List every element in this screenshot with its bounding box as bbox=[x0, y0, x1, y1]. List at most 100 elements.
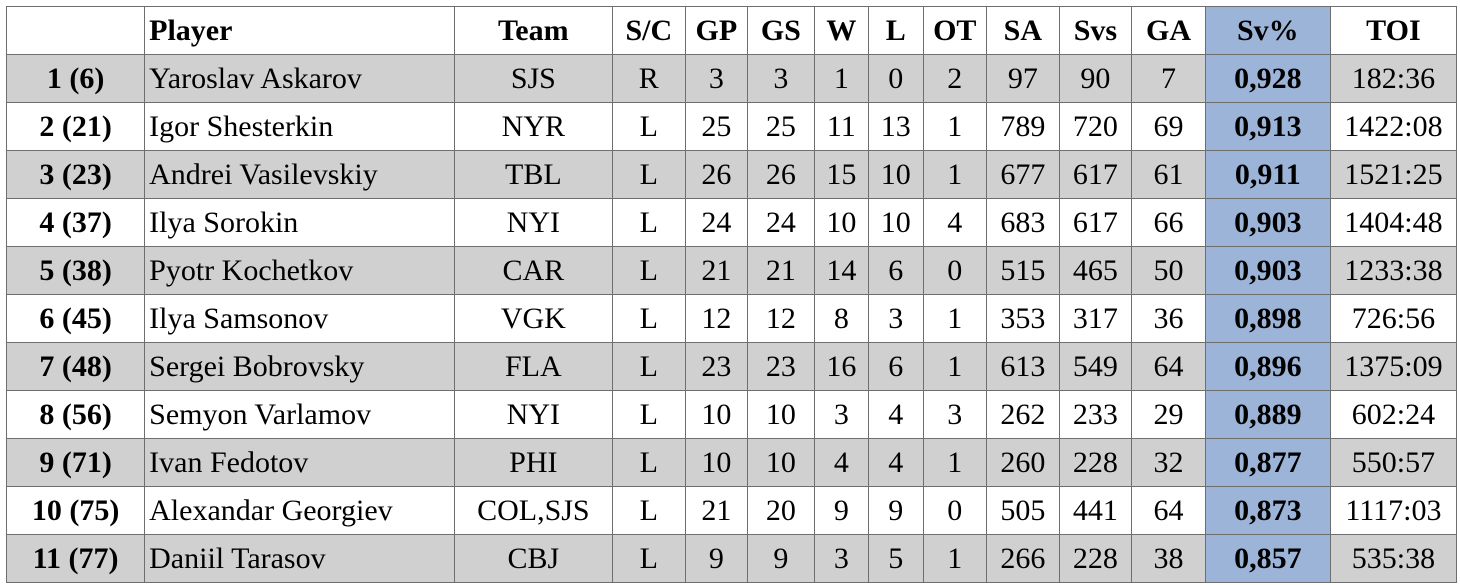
ot-cell: 1 bbox=[922, 342, 988, 391]
ot-cell: 2 bbox=[922, 54, 988, 103]
player-cell: Igor Shesterkin bbox=[144, 102, 455, 151]
gp-cell: 23 bbox=[684, 342, 749, 391]
sc-cell: L bbox=[611, 102, 686, 151]
w-cell: 8 bbox=[813, 294, 870, 343]
player-cell: Pyotr Kochetkov bbox=[144, 246, 455, 295]
svpct-cell: 0,903 bbox=[1204, 246, 1331, 295]
svpct-cell: 0,873 bbox=[1204, 486, 1331, 535]
table-row: 3 (23) Andrei Vasilevskiy TBL L 26 26 15… bbox=[5, 150, 1458, 199]
sc-cell: L bbox=[611, 438, 686, 487]
ot-cell: 1 bbox=[922, 102, 988, 151]
sa-cell: 677 bbox=[986, 150, 1060, 199]
sa-cell: 789 bbox=[986, 102, 1060, 151]
svpct-cell: 0,857 bbox=[1204, 534, 1331, 583]
sc-cell: L bbox=[611, 246, 686, 295]
gs-header: GS bbox=[747, 6, 815, 55]
gp-cell: 12 bbox=[684, 294, 749, 343]
l-cell: 0 bbox=[868, 54, 924, 103]
w-cell: 14 bbox=[813, 246, 870, 295]
gs-cell: 10 bbox=[747, 438, 815, 487]
team-cell: CAR bbox=[453, 246, 613, 295]
sa-cell: 353 bbox=[986, 294, 1060, 343]
gs-cell: 3 bbox=[747, 54, 815, 103]
ga-cell: 64 bbox=[1131, 342, 1206, 391]
player-cell: Ilya Samsonov bbox=[144, 294, 455, 343]
ga-cell: 69 bbox=[1131, 102, 1206, 151]
ga-cell: 36 bbox=[1131, 294, 1206, 343]
ga-cell: 66 bbox=[1131, 198, 1206, 247]
team-cell: SJS bbox=[453, 54, 613, 103]
ga-cell: 29 bbox=[1131, 390, 1206, 439]
gp-cell: 26 bbox=[684, 150, 749, 199]
ot-cell: 1 bbox=[922, 438, 988, 487]
svs-cell: 228 bbox=[1058, 534, 1133, 583]
ot-cell: 0 bbox=[922, 246, 988, 295]
sc-cell: L bbox=[611, 486, 686, 535]
sc-cell: L bbox=[611, 198, 686, 247]
svpct-header: Sv% bbox=[1204, 6, 1331, 55]
player-header: Player bbox=[144, 6, 455, 55]
gs-cell: 23 bbox=[747, 342, 815, 391]
l-cell: 10 bbox=[868, 150, 924, 199]
svpct-cell: 0,911 bbox=[1204, 150, 1331, 199]
player-cell: Sergei Bobrovsky bbox=[144, 342, 455, 391]
w-cell: 9 bbox=[813, 486, 870, 535]
svpct-cell: 0,896 bbox=[1204, 342, 1331, 391]
l-cell: 13 bbox=[868, 102, 924, 151]
sa-cell: 505 bbox=[986, 486, 1060, 535]
w-header: W bbox=[813, 6, 870, 55]
ot-cell: 1 bbox=[922, 294, 988, 343]
l-cell: 6 bbox=[868, 342, 924, 391]
table-row: 1 (6) Yaroslav Askarov SJS R 3 3 1 0 2 9… bbox=[5, 54, 1458, 103]
rank-cell: 4 (37) bbox=[5, 198, 146, 247]
w-cell: 16 bbox=[813, 342, 870, 391]
gs-cell: 9 bbox=[747, 534, 815, 583]
gs-cell: 25 bbox=[747, 102, 815, 151]
table-row: 6 (45) Ilya Samsonov VGK L 12 12 8 3 1 3… bbox=[5, 294, 1458, 343]
svs-cell: 617 bbox=[1058, 198, 1133, 247]
l-cell: 4 bbox=[868, 390, 924, 439]
w-cell: 15 bbox=[813, 150, 870, 199]
toi-cell: 1233:38 bbox=[1329, 246, 1458, 295]
player-cell: Daniil Tarasov bbox=[144, 534, 455, 583]
team-cell: TBL bbox=[453, 150, 613, 199]
ot-header: OT bbox=[922, 6, 988, 55]
w-cell: 10 bbox=[813, 198, 870, 247]
svs-header: Svs bbox=[1058, 6, 1133, 55]
rank-cell: 8 (56) bbox=[5, 390, 146, 439]
ot-cell: 1 bbox=[922, 150, 988, 199]
svs-cell: 228 bbox=[1058, 438, 1133, 487]
table-body: 1 (6) Yaroslav Askarov SJS R 3 3 1 0 2 9… bbox=[5, 54, 1458, 583]
l-cell: 5 bbox=[868, 534, 924, 583]
rank-cell: 11 (77) bbox=[5, 534, 146, 583]
sc-cell: R bbox=[611, 54, 686, 103]
rank-cell: 9 (71) bbox=[5, 438, 146, 487]
team-cell: NYI bbox=[453, 390, 613, 439]
toi-cell: 1422:08 bbox=[1329, 102, 1458, 151]
table-row: 10 (75) Alexandar Georgiev COL,SJS L 21 … bbox=[5, 486, 1458, 535]
toi-cell: 182:36 bbox=[1329, 54, 1458, 103]
toi-cell: 535:38 bbox=[1329, 534, 1458, 583]
sc-cell: L bbox=[611, 390, 686, 439]
sa-cell: 613 bbox=[986, 342, 1060, 391]
gp-cell: 3 bbox=[684, 54, 749, 103]
ga-cell: 7 bbox=[1131, 54, 1206, 103]
toi-cell: 1521:25 bbox=[1329, 150, 1458, 199]
toi-cell: 550:57 bbox=[1329, 438, 1458, 487]
team-cell: COL,SJS bbox=[453, 486, 613, 535]
sa-cell: 262 bbox=[986, 390, 1060, 439]
rank-cell: 3 (23) bbox=[5, 150, 146, 199]
toi-cell: 1375:09 bbox=[1329, 342, 1458, 391]
rank-cell: 2 (21) bbox=[5, 102, 146, 151]
player-cell: Andrei Vasilevskiy bbox=[144, 150, 455, 199]
table-row: 7 (48) Sergei Bobrovsky FLA L 23 23 16 6… bbox=[5, 342, 1458, 391]
ot-cell: 1 bbox=[922, 534, 988, 583]
table-row: 11 (77) Daniil Tarasov CBJ L 9 9 3 5 1 2… bbox=[5, 534, 1458, 583]
rank-cell: 10 (75) bbox=[5, 486, 146, 535]
toi-cell: 1117:03 bbox=[1329, 486, 1458, 535]
player-cell: Semyon Varlamov bbox=[144, 390, 455, 439]
svpct-cell: 0,877 bbox=[1204, 438, 1331, 487]
toi-cell: 1404:48 bbox=[1329, 198, 1458, 247]
ga-cell: 64 bbox=[1131, 486, 1206, 535]
l-cell: 4 bbox=[868, 438, 924, 487]
